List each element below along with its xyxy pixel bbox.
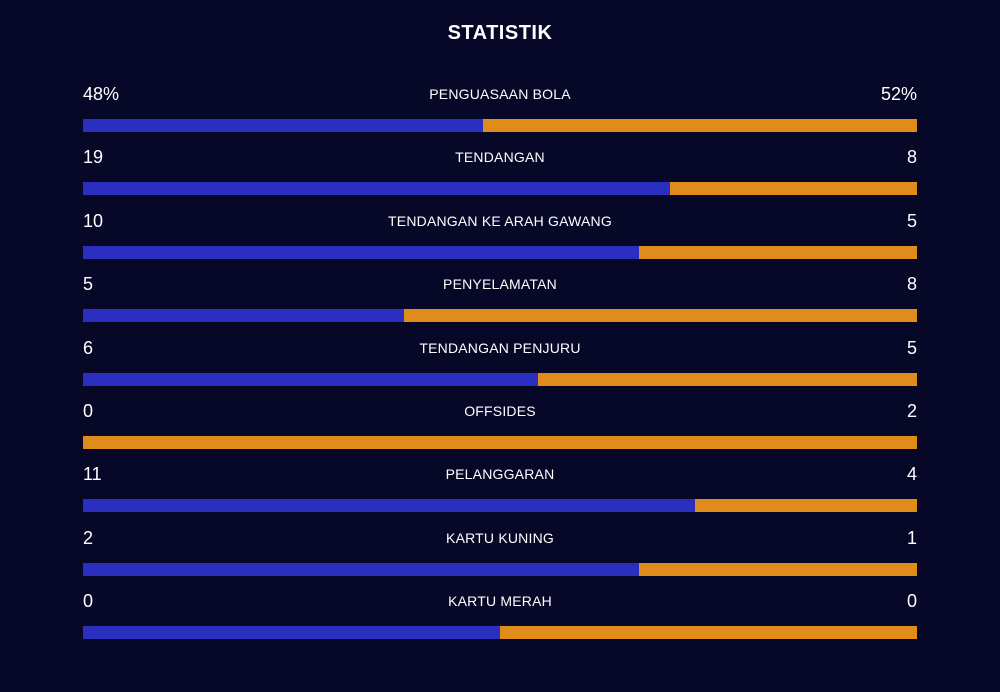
home-value: 10 <box>83 210 104 231</box>
stat-row-shots: 19 TENDANGAN 8 <box>83 143 917 206</box>
home-bar-segment <box>83 499 695 513</box>
home-value: 0 <box>83 400 94 421</box>
comparison-bar <box>83 119 917 132</box>
home-bar-segment <box>83 119 484 132</box>
home-bar-segment <box>83 626 500 640</box>
home-bar-segment <box>83 309 404 323</box>
stat-row-yellow-cards: 2 KARTU KUNING 1 <box>83 524 917 587</box>
stat-row-saves: 5 PENYELAMATAN 8 <box>83 270 917 333</box>
stat-row-shots-on-target: 10 TENDANGAN KE ARAH GAWANG 5 <box>83 207 917 270</box>
away-bar-segment <box>83 435 917 449</box>
stat-label: KARTU MERAH <box>448 593 552 610</box>
away-value: 5 <box>906 337 917 358</box>
away-bar-segment <box>694 499 917 513</box>
comparison-bar <box>83 309 917 323</box>
stat-label: PELANGGARAN <box>445 466 555 483</box>
stat-row-offsides: 0 OFFSIDES 2 <box>83 397 917 460</box>
away-value: 8 <box>906 147 917 168</box>
home-value: 19 <box>83 147 104 168</box>
stat-label: TENDANGAN PENJURU <box>419 339 581 356</box>
comparison-bar <box>83 245 917 259</box>
away-value: 8 <box>906 274 917 295</box>
comparison-bar <box>83 182 917 196</box>
away-bar-segment <box>638 245 917 259</box>
home-bar-segment <box>83 562 639 576</box>
home-value: 11 <box>83 464 102 485</box>
away-bar-segment <box>638 562 917 576</box>
comparison-bar <box>83 499 917 513</box>
stat-row-possession: 48% PENGUASAAN BOLA 52% <box>83 80 917 143</box>
away-bar-segment <box>669 182 917 196</box>
stat-label: PENGUASAAN BOLA <box>429 86 571 102</box>
stat-label: TENDANGAN KE ARAH GAWANG <box>388 212 612 229</box>
home-bar-segment <box>83 372 538 386</box>
home-value: 2 <box>83 527 94 548</box>
stat-label: PENYELAMATAN <box>443 276 557 293</box>
away-value: 1 <box>906 527 917 548</box>
comparison-bar <box>83 372 917 386</box>
comparison-bar <box>83 562 917 576</box>
away-value: 52% <box>880 84 917 104</box>
away-value: 0 <box>906 591 917 612</box>
stats-title: STATISTIK <box>447 22 553 44</box>
stat-label: KARTU KUNING <box>446 529 554 546</box>
comparison-bar <box>83 435 917 449</box>
home-bar-segment <box>83 182 670 196</box>
comparison-bar <box>83 626 917 640</box>
away-bar-segment <box>537 372 917 386</box>
home-value: 5 <box>83 274 94 295</box>
home-value: 0 <box>83 591 94 612</box>
stat-row-corners: 6 TENDANGAN PENJURU 5 <box>83 334 917 397</box>
away-bar-segment <box>500 626 917 640</box>
stats-list: 48% PENGUASAAN BOLA 52% 19 TENDANGAN 8 1… <box>83 80 917 651</box>
stat-row-fouls: 11 PELANGGARAN 4 <box>83 460 917 523</box>
away-value: 4 <box>906 464 917 485</box>
stat-label: TENDANGAN <box>455 149 545 166</box>
home-value: 6 <box>83 337 94 358</box>
home-value: 48% <box>83 84 120 104</box>
stat-row-red-cards: 0 KARTU MERAH 0 <box>83 587 917 650</box>
away-value: 5 <box>906 210 917 231</box>
away-bar-segment <box>403 309 917 323</box>
stat-label: OFFSIDES <box>464 402 536 419</box>
home-bar-segment <box>83 245 639 259</box>
away-bar-segment <box>483 119 917 132</box>
away-value: 2 <box>906 400 917 421</box>
